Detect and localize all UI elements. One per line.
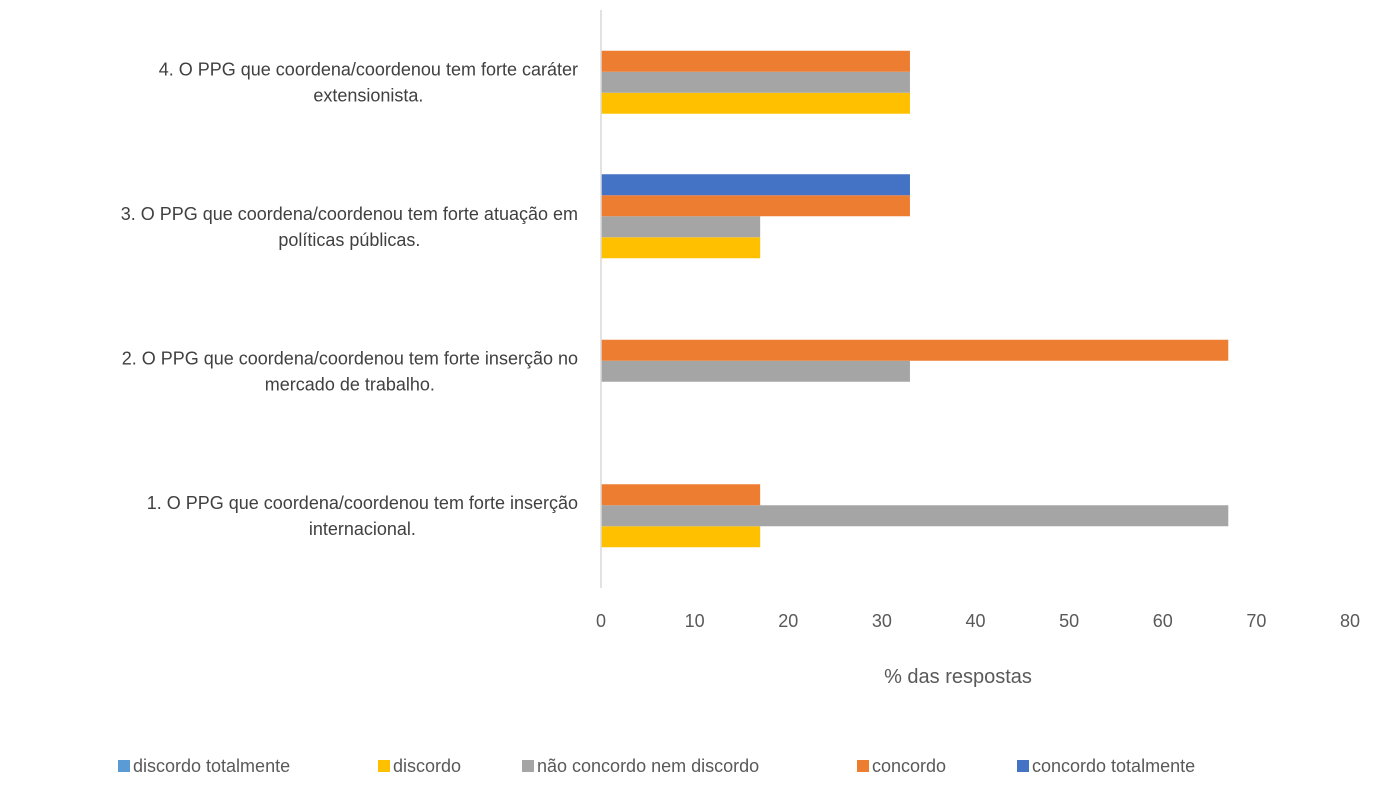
bar-cat1-series4 <box>601 484 761 506</box>
legend-label: discordo <box>393 756 461 776</box>
bar-cat4-series2 <box>601 92 910 114</box>
x-tick-label: 50 <box>1059 611 1079 631</box>
bar-cat4-series3 <box>601 71 910 93</box>
bar-cat1-series2 <box>601 526 761 548</box>
bar-cat2-series4 <box>601 339 1229 361</box>
legend-label: concordo totalmente <box>1032 756 1195 776</box>
x-tick-label: 80 <box>1340 611 1360 631</box>
x-tick-label: 30 <box>872 611 892 631</box>
bar-cat4-series4 <box>601 50 910 72</box>
legend: discordo totalmente discordo não concordo … <box>118 756 1195 776</box>
legend-swatch <box>118 760 130 772</box>
legend-label: concordo <box>872 756 946 776</box>
x-tick-label: 70 <box>1246 611 1266 631</box>
legend-swatch <box>1017 760 1029 772</box>
legend-label: discordo totalmente <box>133 756 290 776</box>
category-label: 2. O PPG que coordena/coordenou tem fort… <box>122 348 578 394</box>
legend-label: não concordo nem discordo <box>537 756 759 776</box>
x-tick-labels: 0 10 20 30 40 50 60 70 80 <box>596 611 1360 631</box>
legend-swatch <box>857 760 869 772</box>
bar-cat3-series4 <box>601 195 910 217</box>
x-tick-label: 0 <box>596 611 606 631</box>
category-label: 3. O PPG que coordena/coordenou tem fort… <box>121 204 578 250</box>
bar-cat3-series3 <box>601 216 761 238</box>
bar-cat3-series5 <box>601 174 910 196</box>
bar-cat1-series3 <box>601 505 1229 527</box>
category-label: 4. O PPG que coordena/coordenou tem fort… <box>159 59 578 105</box>
x-tick-label: 40 <box>965 611 985 631</box>
x-tick-label: 10 <box>685 611 705 631</box>
x-tick-label: 60 <box>1153 611 1173 631</box>
legend-swatch <box>378 760 390 772</box>
bar-cat3-series2 <box>601 237 761 259</box>
x-axis-title: % das respostas <box>884 666 1032 688</box>
bar-cat2-series3 <box>601 360 910 382</box>
bars-group <box>601 50 1229 548</box>
category-label: 1. O PPG que coordena/coordenou tem fort… <box>147 493 578 539</box>
category-labels: 1. O PPG que coordena/coordenou tem fort… <box>121 59 578 539</box>
x-tick-label: 20 <box>778 611 798 631</box>
legend-swatch <box>522 760 534 772</box>
